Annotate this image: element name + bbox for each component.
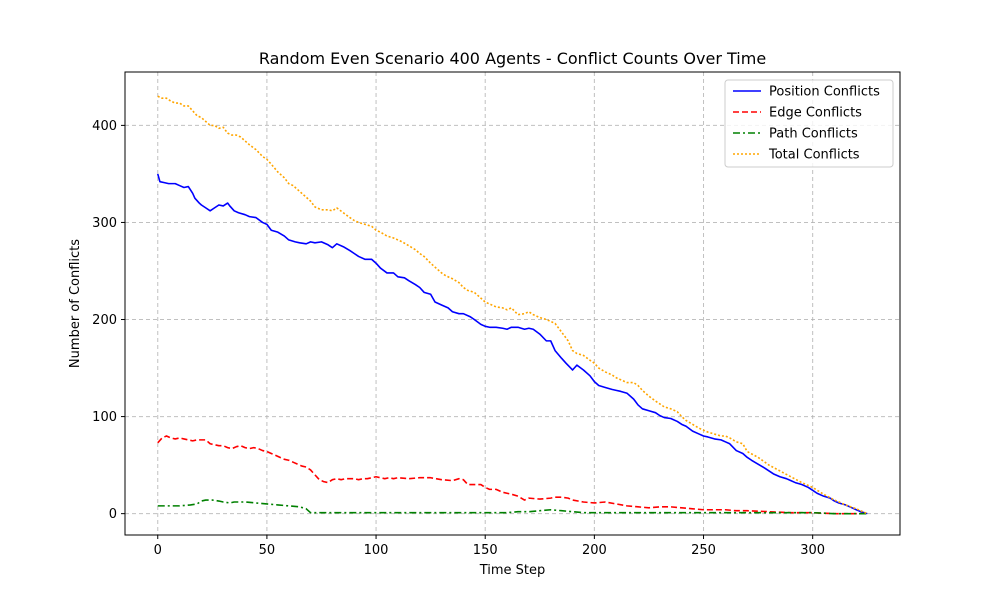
axis-ticks: 0 50 100 150 200 250 300 0 100 200 300 400: [92, 119, 825, 558]
x-axis-title: Time Step: [479, 563, 546, 578]
y-tick-label: 400: [92, 119, 117, 134]
edge-conflicts-legend-label: Edge Conflicts: [769, 106, 862, 121]
x-tick-label: 50: [259, 543, 276, 558]
grid: [125, 72, 900, 535]
x-tick-label: 200: [582, 543, 607, 558]
x-tick-label: 0: [154, 543, 162, 558]
y-tick-label: 100: [92, 410, 117, 425]
legend-box: [724, 79, 894, 168]
position-conflicts-legend-label: Position Conflicts: [769, 85, 880, 100]
chart-title: Random Even Scenario 400 Agents - Confli…: [259, 49, 766, 68]
total-conflicts-legend-label: Total Conflicts: [768, 148, 860, 163]
path-conflicts-legend-label: Path Conflicts: [769, 127, 858, 142]
y-axis-title: Number of Conflicts: [68, 239, 83, 368]
legend: Position Conflicts Edge Conflicts Path Con…: [724, 79, 894, 168]
y-tick-label: 300: [92, 216, 117, 231]
x-tick-label: 150: [473, 543, 498, 558]
x-tick-label: 250: [691, 543, 716, 558]
series-lines: [156, 95, 868, 515]
edge-conflicts-line: [157, 435, 868, 515]
x-tick-label: 300: [800, 543, 825, 558]
y-tick-label: 0: [109, 507, 117, 522]
plot-frame: [124, 71, 901, 536]
position-conflicts-line: [156, 173, 868, 515]
path-conflicts-line: [157, 499, 868, 515]
x-tick-label: 100: [364, 543, 389, 558]
y-tick-label: 200: [92, 313, 117, 328]
total-conflicts-line: [157, 95, 868, 515]
